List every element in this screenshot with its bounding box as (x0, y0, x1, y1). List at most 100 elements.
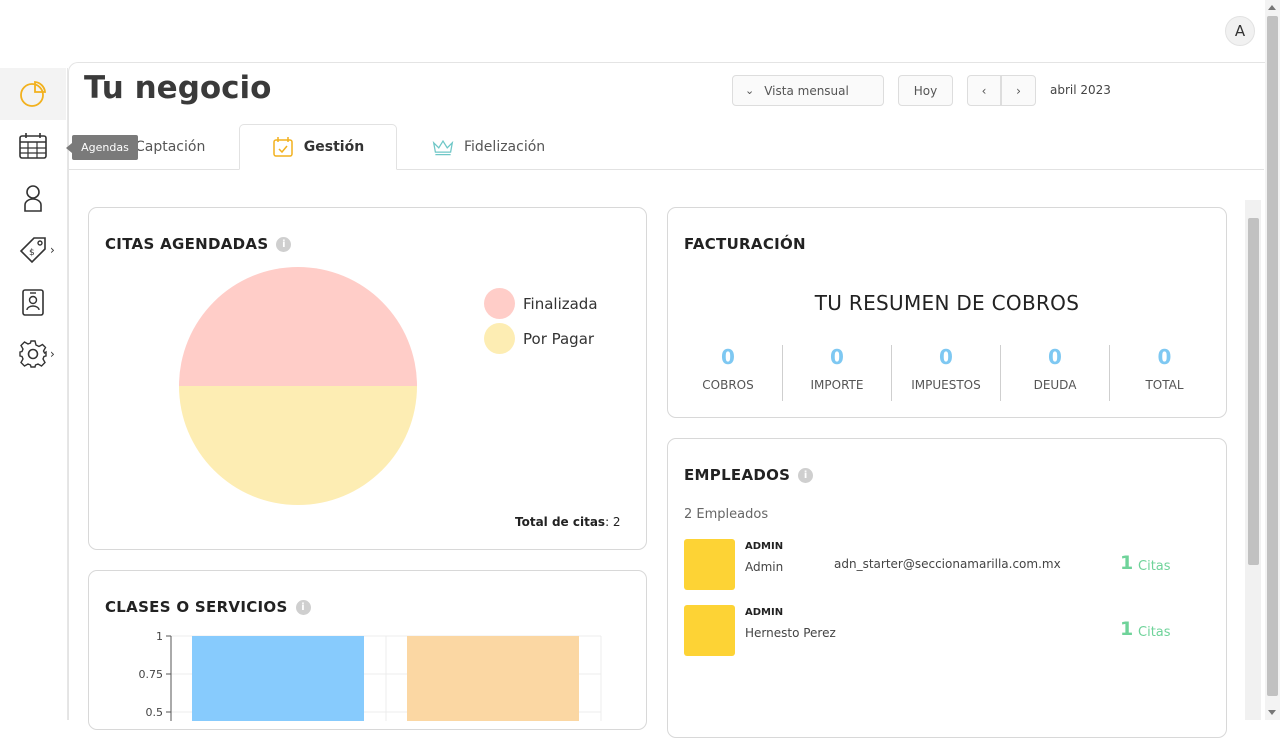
sidebar-tooltip: Agendas (66, 135, 138, 160)
sidebar-item-precios[interactable]: $ › (0, 224, 66, 276)
legend-item[interactable]: Por Pagar (484, 323, 594, 354)
legend-label: Por Pagar (523, 329, 595, 348)
crown-icon (432, 139, 454, 156)
pie-slice[interactable] (179, 267, 417, 386)
employee-email: adn_starter@seccionamarilla.com.mx (834, 557, 1061, 571)
id-badge-icon (22, 289, 44, 316)
stat-importe: 0 IMPORTE (783, 345, 892, 401)
stat-value: 0 (939, 345, 953, 369)
employee-avatar (684, 539, 735, 590)
facturacion-card: FACTURACIÓN TU RESUMEN DE COBROS 0 COBRO… (667, 207, 1227, 418)
clases-servicios-card: CLASES O SERVICIOS i 1 0.75 0.5 (88, 570, 647, 730)
next-period-button[interactable]: › (1001, 75, 1036, 106)
calendar-icon (19, 133, 47, 159)
content-scrollbar[interactable] (1245, 200, 1261, 720)
gear-icon (19, 340, 47, 368)
page-scrollbar[interactable] (1265, 0, 1280, 720)
tab-fidelizacion[interactable]: Fidelización (432, 124, 545, 170)
y-tick-label: 0.75 (139, 668, 164, 681)
sidebar-item-configuracion[interactable]: › (0, 328, 66, 380)
info-icon[interactable]: i (295, 599, 311, 615)
scrollbar-thumb[interactable] (1267, 16, 1278, 696)
stat-total: 0 TOTAL (1110, 345, 1219, 401)
resumen-cobros-title: TU RESUMEN DE COBROS (814, 291, 1080, 315)
top-bar: A (0, 0, 1280, 62)
svg-text:$: $ (29, 248, 35, 258)
employee-citas-label: Citas (1138, 559, 1171, 574)
current-period: abril 2023 (1050, 83, 1111, 97)
sidebar-item-dashboard[interactable] (0, 68, 66, 120)
employee-role: ADMIN (745, 607, 784, 618)
user-icon (24, 185, 42, 212)
stat-value: 0 (1157, 345, 1172, 369)
scrollbar-thumb[interactable] (1248, 218, 1259, 565)
card-title-text: FACTURACIÓN (684, 235, 806, 253)
view-select[interactable]: ⌄ Vista mensual (732, 75, 884, 106)
card-title: CLASES O SERVICIOS i (105, 598, 311, 616)
page-title: Tu negocio (84, 70, 272, 106)
employee-citas-count: 1 (1120, 552, 1134, 574)
employee-name: Hernesto Perez (745, 626, 836, 640)
stat-value: 0 (1048, 345, 1062, 369)
sidebar-item-empleados[interactable] (0, 276, 66, 328)
employee-avatar (684, 605, 735, 656)
sidebar-item-clientes[interactable] (0, 172, 66, 224)
sidebar: $ › › (0, 68, 68, 720)
view-select-value: Vista mensual (764, 83, 849, 98)
y-tick-label: 0.5 (146, 706, 164, 719)
card-title: FACTURACIÓN (684, 235, 806, 253)
today-button[interactable]: Hoy (898, 75, 953, 106)
tab-label: Captación (135, 139, 206, 155)
price-tag-icon: $ (19, 237, 46, 264)
employee-citas-count: 1 (1120, 618, 1134, 640)
stat-impuestos: 0 IMPUESTOS (892, 345, 1001, 401)
y-tick-label: 1 (156, 630, 163, 643)
chevron-right-icon: › (50, 243, 55, 257)
legend-label: Finalizada (523, 294, 598, 313)
card-title-text: EMPLEADOS (684, 466, 791, 484)
scroll-down-arrow-icon[interactable] (1268, 710, 1276, 715)
legend-swatch (484, 288, 515, 319)
stat-deuda: 0 DEUDA (1001, 345, 1110, 401)
pie-slice[interactable] (179, 386, 417, 505)
stat-label: IMPUESTOS (911, 378, 981, 392)
bar[interactable] (407, 636, 579, 721)
tab-label: Fidelización (464, 139, 546, 155)
stat-cobros: 0 COBROS (674, 345, 783, 401)
citas-agendadas-card: CITAS AGENDADAS i Finalizada Por Pagar T… (88, 207, 647, 550)
tab-label: Gestión (303, 139, 365, 155)
calendar-check-icon (273, 137, 293, 157)
stat-value: 0 (721, 345, 735, 369)
list-item[interactable]: ADMIN Admin adn_starter@seccionamarilla.… (684, 539, 1214, 591)
employee-citas-label: Citas (1138, 625, 1171, 640)
stat-label: IMPORTE (810, 378, 864, 392)
chevron-right-icon: › (50, 347, 55, 361)
employee-role: ADMIN (745, 541, 784, 552)
total-citas-value: : 2 (605, 515, 621, 529)
info-icon[interactable]: i (798, 467, 814, 483)
stat-label: DEUDA (1033, 378, 1077, 392)
card-title: CITAS AGENDADAS i (105, 235, 292, 253)
chevron-down-icon: ⌄ (745, 84, 755, 97)
legend-swatch (484, 323, 515, 354)
scroll-up-arrow-icon[interactable] (1268, 5, 1276, 10)
clases-bar-chart: 1 0.75 0.5 (139, 630, 602, 721)
stat-value: 0 (830, 345, 844, 369)
info-icon[interactable]: i (276, 236, 292, 252)
user-avatar[interactable]: A (1225, 16, 1255, 46)
citas-pie-chart (179, 267, 417, 505)
pie-chart-icon (20, 81, 46, 107)
tab-gestion[interactable]: Gestión (239, 124, 397, 170)
card-title: EMPLEADOS i (684, 466, 814, 484)
list-item[interactable]: ADMIN Hernesto Perez 1 Citas (684, 605, 1214, 657)
stat-label: TOTAL (1145, 378, 1184, 392)
sidebar-item-agendas[interactable] (0, 120, 66, 172)
legend-item[interactable]: Finalizada (484, 288, 598, 319)
bar[interactable] (192, 636, 364, 721)
prev-period-button[interactable]: ‹ (967, 75, 1001, 106)
empleados-count: 2 Empleados (684, 507, 769, 522)
employee-name: Admin (745, 560, 784, 574)
card-title-text: CLASES O SERVICIOS (105, 598, 288, 616)
empleados-card: EMPLEADOS i 2 Empleados ADMIN Admin adn_… (667, 438, 1227, 738)
card-title-text: CITAS AGENDADAS (105, 235, 269, 253)
